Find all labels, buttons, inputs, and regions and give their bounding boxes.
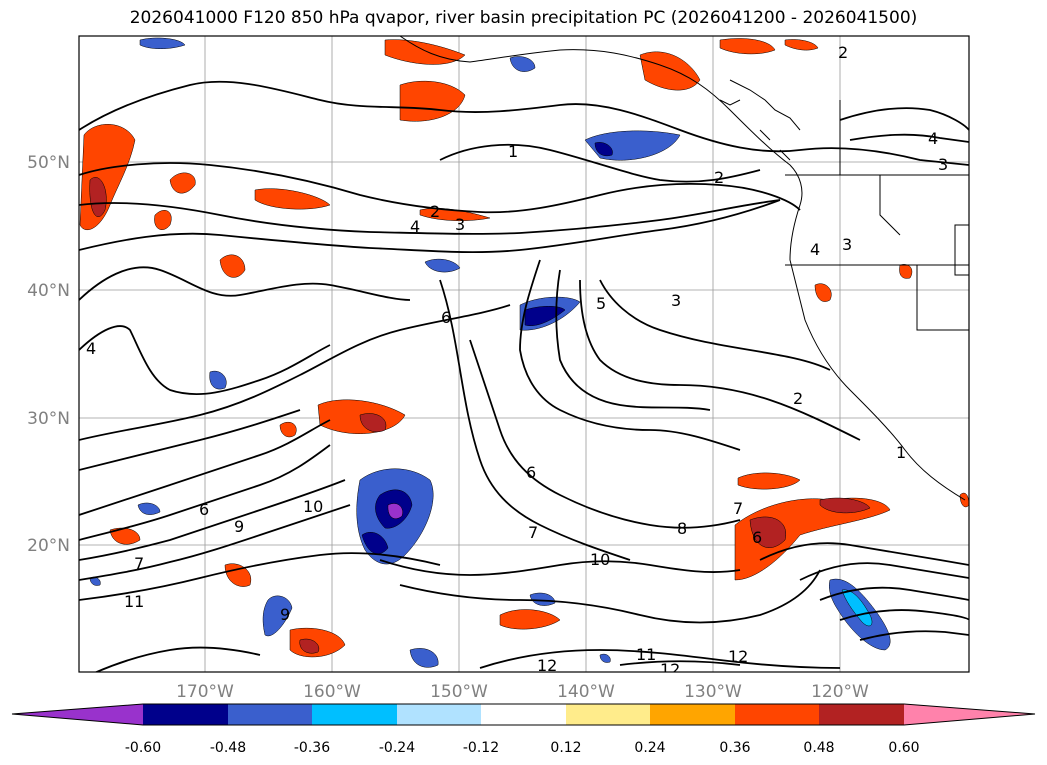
contour-label: 8 xyxy=(677,519,687,538)
contour-label: 3 xyxy=(455,215,465,234)
contour-label: 4 xyxy=(86,339,96,358)
colorbar-segment xyxy=(735,704,819,725)
contour-label: 6 xyxy=(441,308,451,327)
contour-label: 12 xyxy=(728,647,748,666)
colorbar-right-extension xyxy=(904,704,1035,725)
contour-label: 3 xyxy=(938,155,948,174)
colorbar-segment xyxy=(312,704,397,725)
lon-label: 120°W xyxy=(811,682,869,702)
latitude-labels: 50°N 40°N 30°N 20°N xyxy=(27,153,70,556)
map-border xyxy=(78,35,970,673)
contour-label: 2 xyxy=(714,168,724,187)
contour-label: 7 xyxy=(134,554,144,573)
contour-label: 2 xyxy=(430,202,440,221)
contour-label: 7 xyxy=(528,523,538,542)
lon-label: 140°W xyxy=(557,682,615,702)
qvapor-contours xyxy=(79,80,969,672)
contour-label: 1 xyxy=(508,142,518,161)
colorbar-tick-label: 0.24 xyxy=(634,740,665,756)
contour-label: 11 xyxy=(636,645,656,664)
colorbar-tick-label: -0.12 xyxy=(463,740,499,756)
lon-label: 160°W xyxy=(303,682,361,702)
contour-label: 3 xyxy=(671,291,681,310)
lon-label: 130°W xyxy=(684,682,742,702)
colorbar-outline xyxy=(11,703,1036,726)
colorbar-tick-label: -0.60 xyxy=(125,740,161,756)
contour-label: 6 xyxy=(199,500,209,519)
contour-label: 4 xyxy=(928,129,938,148)
contour-label: 4 xyxy=(410,217,420,236)
contour-label: 6 xyxy=(752,528,762,547)
lon-label: 150°W xyxy=(430,682,488,702)
contour-label: 4 xyxy=(810,240,820,259)
contour-label: 9 xyxy=(234,517,244,536)
contour-label: 7 xyxy=(733,499,743,518)
contour-label: 12 xyxy=(660,660,680,679)
contour-labels: 1 2 2 2 3 4 3 4 3 5 3 2 6 6 7 8 7 6 10 9… xyxy=(86,43,948,679)
colorbar-segment xyxy=(481,704,566,725)
map-frame xyxy=(79,36,969,672)
colorbar-left-extension xyxy=(12,704,143,725)
contour-label: 3 xyxy=(842,235,852,254)
lat-label: 50°N xyxy=(27,153,70,173)
lat-label: 40°N xyxy=(27,281,70,301)
colorbar-segment xyxy=(228,704,312,725)
colorbar-tick-label: -0.48 xyxy=(210,740,246,756)
contour-label: 2 xyxy=(793,389,803,408)
contour-label: 10 xyxy=(590,550,610,569)
colorbar-tick-label: 0.36 xyxy=(719,740,750,756)
colorbar-segment xyxy=(650,704,735,725)
colorbar-segment xyxy=(566,704,650,725)
colorbar-segment xyxy=(819,704,904,725)
lat-label: 30°N xyxy=(27,409,70,429)
colorbar-tick-label: 0.48 xyxy=(803,740,834,756)
gridlines xyxy=(79,36,969,672)
contour-label: 9 xyxy=(280,605,290,624)
colorbar-tick-labels: -0.60 -0.48 -0.36 -0.24 -0.12 0.12 0.24 … xyxy=(125,740,920,756)
longitude-labels: 170°W 160°W 150°W 140°W 130°W 120°W xyxy=(176,682,869,702)
colorbar-tick-label: -0.24 xyxy=(379,740,415,756)
contour-label: 10 xyxy=(303,497,323,516)
page-title: 2026041000 F120 850 hPa qvapor, river ba… xyxy=(129,8,918,28)
contour-label: 1 xyxy=(896,443,906,462)
colorbar-tick-label: -0.36 xyxy=(294,740,330,756)
contour-label: 11 xyxy=(124,592,144,611)
colorbar-segment xyxy=(143,704,228,725)
colorbar: -0.60 -0.48 -0.36 -0.24 -0.12 0.12 0.24 … xyxy=(11,703,1036,756)
colorbar-segment xyxy=(397,704,481,725)
contour-label: 5 xyxy=(596,294,606,313)
colorbar-tick-label: 0.12 xyxy=(550,740,581,756)
contour-label: 6 xyxy=(526,463,536,482)
lon-label: 170°W xyxy=(176,682,234,702)
coastlines xyxy=(399,36,969,501)
colorbar-tick-label: 0.60 xyxy=(888,740,919,756)
contour-label: 12 xyxy=(537,656,557,675)
contour-label: 2 xyxy=(838,43,848,62)
lat-label: 20°N xyxy=(27,536,70,556)
